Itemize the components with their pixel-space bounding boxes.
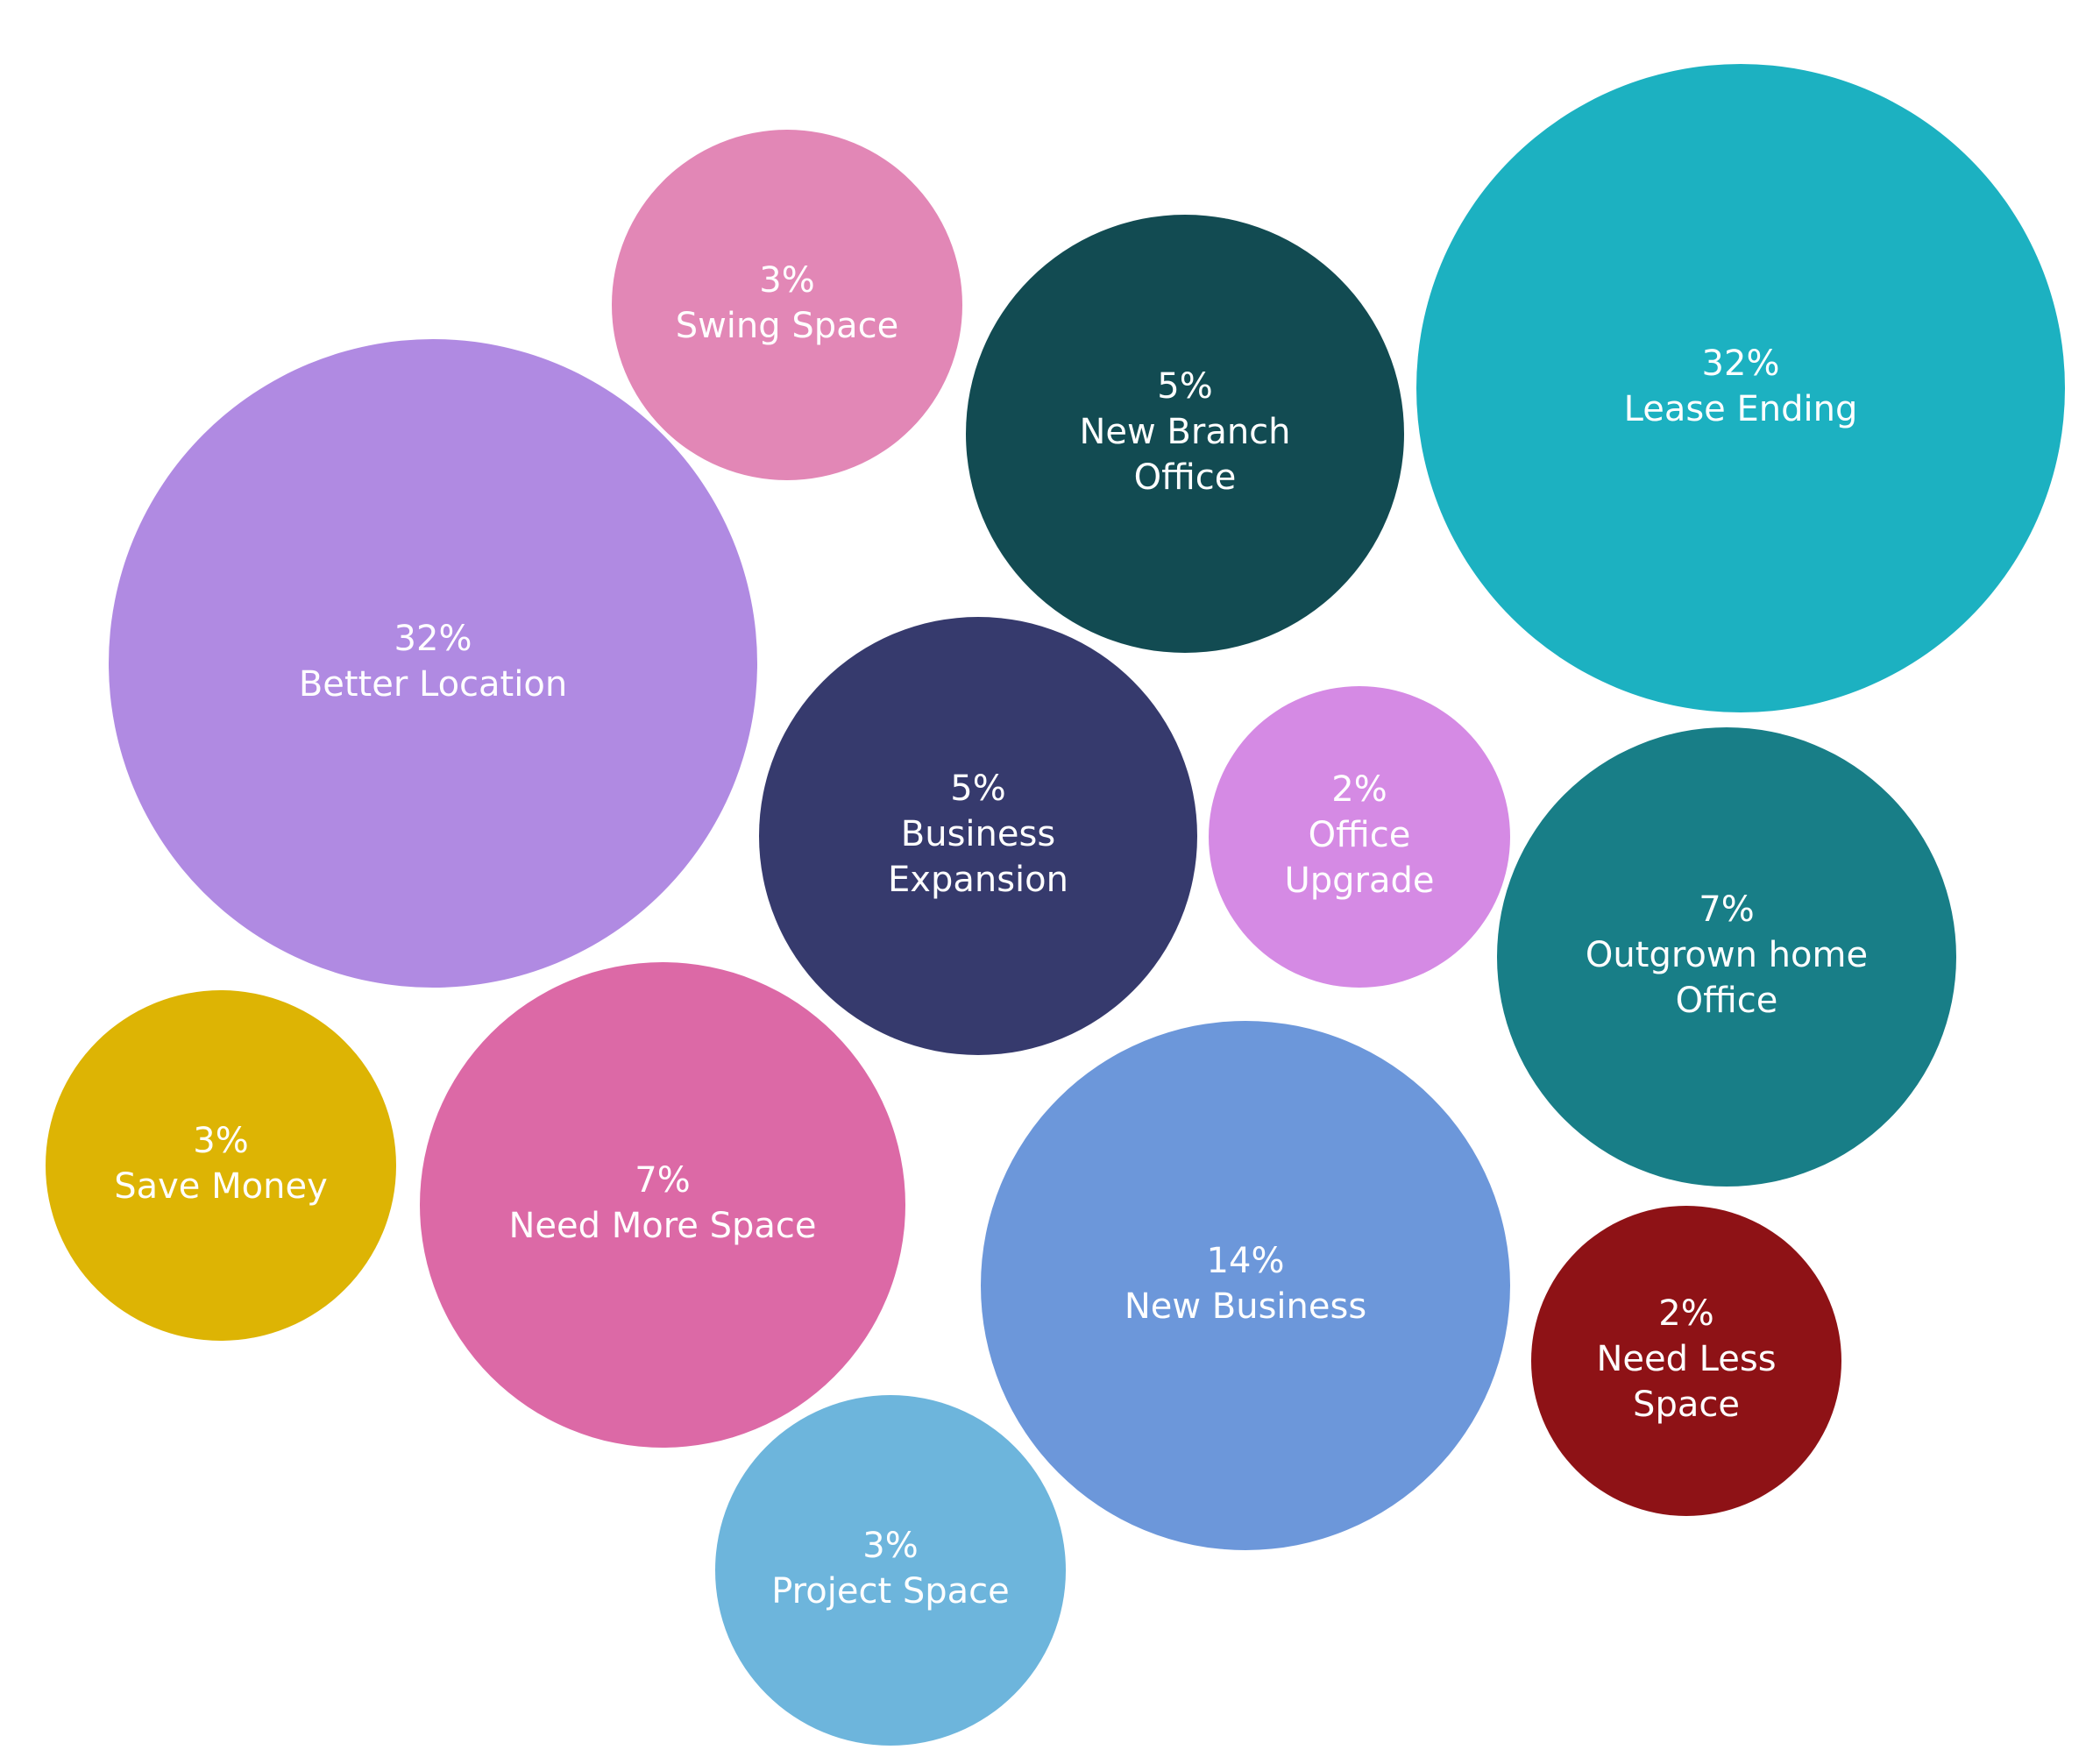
bubble-better-location: 32% Better Location bbox=[109, 339, 757, 988]
bubble-need-less-space: 2% Need Less Space bbox=[1531, 1206, 1841, 1516]
bubble-label-new-branch-office: Office bbox=[1134, 457, 1237, 498]
bubble-label-project-space: Project Space bbox=[771, 1571, 1009, 1612]
bubble-label-office-upgrade: Office bbox=[1309, 815, 1411, 855]
bubble-percent-new-branch-office: 5% bbox=[1157, 366, 1212, 407]
bubble-label-new-branch-office: New Branch bbox=[1079, 412, 1290, 452]
bubble-label-need-less-space: Need Less bbox=[1596, 1339, 1776, 1379]
bubble-circle-new-business bbox=[981, 1021, 1510, 1550]
bubble-business-expansion: 5% Business Expansion bbox=[759, 617, 1197, 1055]
bubble-label-outgrown-home-office: Outgrown home bbox=[1586, 935, 1868, 975]
bubble-circle-lease-ending bbox=[1416, 64, 2065, 712]
bubble-label-need-less-space: Space bbox=[1633, 1385, 1740, 1425]
bubble-swing-space: 3% Swing Space bbox=[612, 130, 962, 480]
bubble-circle-swing-space bbox=[612, 130, 962, 480]
bubble-new-branch-office: 5% New Branch Office bbox=[966, 215, 1404, 653]
bubble-label-better-location: Better Location bbox=[299, 664, 567, 705]
bubble-project-space: 3% Project Space bbox=[715, 1395, 1066, 1746]
bubble-circle-new-branch-office bbox=[966, 215, 1404, 653]
bubble-percent-office-upgrade: 2% bbox=[1331, 769, 1387, 810]
bubble-percent-project-space: 3% bbox=[862, 1526, 918, 1566]
bubble-percent-lease-ending: 32% bbox=[1702, 344, 1780, 384]
bubble-circle-save-money bbox=[46, 990, 396, 1341]
bubble-circle-better-location bbox=[109, 339, 757, 988]
bubble-circle-outgrown-home-office bbox=[1497, 727, 1956, 1187]
bubble-label-business-expansion: Expansion bbox=[888, 860, 1068, 900]
bubble-circle-business-expansion bbox=[759, 617, 1197, 1055]
bubble-circle-office-upgrade bbox=[1209, 686, 1510, 988]
bubble-need-more-space: 7% Need More Space bbox=[420, 962, 905, 1448]
bubble-outgrown-home-office: 7% Outgrown home Office bbox=[1497, 727, 1956, 1187]
bubble-label-new-business: New Business bbox=[1125, 1286, 1366, 1327]
bubble-save-money: 3% Save Money bbox=[46, 990, 396, 1341]
bubble-lease-ending: 32% Lease Ending bbox=[1416, 64, 2065, 712]
bubble-percent-new-business: 14% bbox=[1207, 1241, 1285, 1281]
bubble-office-upgrade: 2% Office Upgrade bbox=[1209, 686, 1510, 988]
bubble-label-need-more-space: Need More Space bbox=[508, 1206, 816, 1246]
bubble-percent-need-more-space: 7% bbox=[635, 1160, 690, 1201]
bubble-percent-swing-space: 3% bbox=[759, 260, 814, 301]
bubble-circle-need-less-space bbox=[1531, 1206, 1841, 1516]
bubble-label-lease-ending: Lease Ending bbox=[1624, 389, 1858, 429]
bubble-percent-business-expansion: 5% bbox=[950, 769, 1005, 809]
bubble-percent-save-money: 3% bbox=[193, 1121, 248, 1161]
bubble-label-office-upgrade: Upgrade bbox=[1284, 861, 1434, 901]
bubble-percent-outgrown-home-office: 7% bbox=[1699, 889, 1754, 930]
bubble-new-business: 14% New Business bbox=[981, 1021, 1510, 1550]
bubble-percent-better-location: 32% bbox=[394, 619, 472, 659]
bubble-circle-need-more-space bbox=[420, 962, 905, 1448]
bubble-label-outgrown-home-office: Office bbox=[1676, 981, 1778, 1021]
bubble-label-swing-space: Swing Space bbox=[676, 306, 899, 346]
bubble-circle-project-space bbox=[715, 1395, 1066, 1746]
bubble-label-business-expansion: Business bbox=[901, 814, 1055, 854]
bubble-percent-need-less-space: 2% bbox=[1658, 1293, 1713, 1334]
bubble-label-save-money: Save Money bbox=[114, 1166, 328, 1207]
